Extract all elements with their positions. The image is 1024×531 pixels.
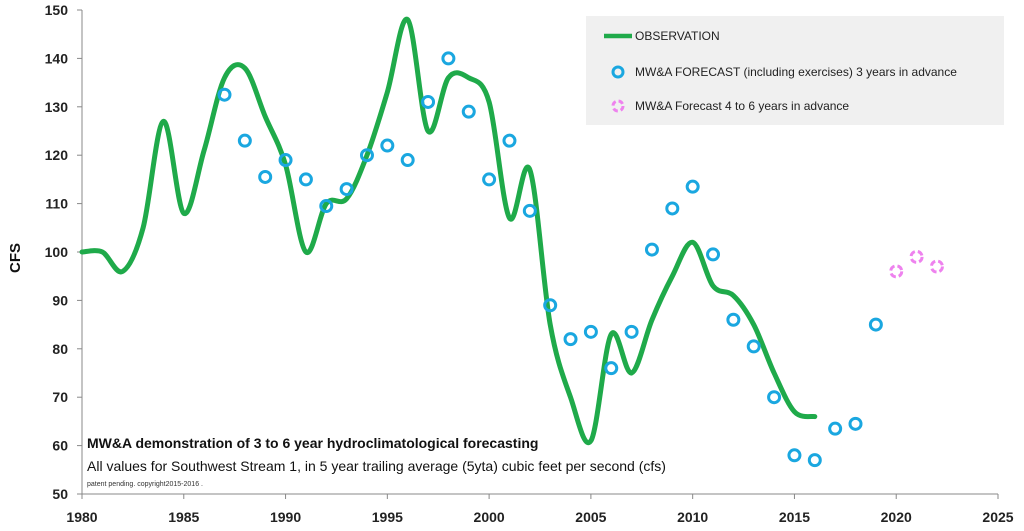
forecast-3yr-point: [706, 247, 721, 262]
forecast-3yr-point: [543, 298, 558, 313]
forecast-4to6yr-point: [929, 259, 944, 274]
forecast-3yr-point: [767, 390, 782, 405]
y-axis-label: CFS: [7, 243, 24, 273]
annotation-title: MW&A demonstration of 3 to 6 year hydroc…: [87, 435, 538, 451]
forecast-3yr-point: [624, 324, 639, 339]
forecast-3yr-point: [380, 138, 395, 153]
y-tick-label: 70: [52, 389, 68, 405]
forecast-3yr-point: [563, 332, 578, 347]
forecast-3yr-point: [278, 153, 293, 168]
forecast-3yr-point: [746, 339, 761, 354]
y-tick-label: 50: [52, 486, 68, 502]
forecast-3yr-point: [339, 182, 354, 197]
forecast-3yr-point: [359, 148, 374, 163]
y-tick-label: 90: [52, 292, 68, 308]
forecast-3yr-point: [868, 317, 883, 332]
forecast-3yr-point: [441, 51, 456, 66]
legend-forecast46-swatch: [611, 99, 625, 113]
forecast-3yr-point: [298, 172, 313, 187]
y-tick-label: 120: [45, 147, 69, 163]
x-tick-label: 2020: [881, 509, 912, 525]
y-tick-label: 60: [52, 438, 68, 454]
x-tick-label: 2025: [982, 509, 1013, 525]
forecast-3yr-point: [237, 133, 252, 148]
x-tick-label: 1985: [168, 509, 199, 525]
forecast-3yr-point: [400, 153, 415, 168]
forecast-3yr-point: [726, 312, 741, 327]
y-tick-labels: 50 60 70 80 90 100 110 120 130 140 150: [45, 2, 69, 502]
forecast-3yr-point: [421, 94, 436, 109]
x-tick-label: 1995: [372, 509, 403, 525]
x-tick-label: 1980: [66, 509, 97, 525]
forecast-3yr-point: [685, 179, 700, 194]
series-layer: [79, 17, 944, 468]
y-tick-label: 80: [52, 341, 68, 357]
legend-observation-label: OBSERVATION: [635, 29, 720, 43]
forecast-3yr-point: [665, 201, 680, 216]
observation-line: [79, 17, 818, 446]
y-tick-label: 110: [45, 196, 68, 212]
annotation-description: All values for Southwest Stream 1, in 5 …: [87, 458, 666, 474]
legend: OBSERVATION MW&A FORECAST (including exe…: [586, 16, 1004, 125]
x-tick-labels: 1980 1985 1990 1995 2000 2005 2010 2015 2020 2025: [66, 509, 1013, 525]
forecast-3yr-point: [522, 203, 537, 218]
forecast-3yr-point: [807, 453, 822, 468]
forecast-3yr-point: [828, 421, 843, 436]
y-tick-label: 150: [45, 2, 69, 18]
forecast-3yr-point: [787, 448, 802, 463]
x-tick-label: 1990: [270, 509, 301, 525]
y-tick-label: 130: [45, 99, 69, 115]
x-tick-label: 2010: [677, 509, 708, 525]
forecast-3yr-point: [482, 172, 497, 187]
legend-forecast46-label: MW&A Forecast 4 to 6 years in advance: [635, 99, 849, 113]
legend-forecast3-label: MW&A FORECAST (including exercises) 3 ye…: [635, 65, 957, 79]
legend-forecast3-swatch: [611, 65, 625, 79]
forecast-4to6yr-point: [889, 264, 904, 279]
forecast-3yr-point: [258, 169, 273, 184]
forecast-3yr-point: [217, 87, 232, 102]
x-tick-label: 2005: [575, 509, 606, 525]
forecast-4to6yr-point: [909, 249, 924, 264]
x-tick-label: 2000: [474, 509, 505, 525]
y-tick-label: 100: [45, 244, 69, 260]
forecast-3yr-point: [461, 104, 476, 119]
forecast-3yr-point: [604, 361, 619, 376]
forecast-3yr-point: [583, 324, 598, 339]
legend-box: [586, 16, 1004, 125]
forecast-3yr-point: [319, 199, 334, 214]
x-tick-label: 2015: [779, 509, 810, 525]
forecast-3yr-point: [848, 416, 863, 431]
annotation-copyright: patent pending. copyright2015-2016 .: [87, 481, 203, 488]
y-tick-label: 140: [45, 50, 69, 66]
forecast-3yr-point: [502, 133, 517, 148]
forecast-3yr-point: [644, 242, 659, 257]
